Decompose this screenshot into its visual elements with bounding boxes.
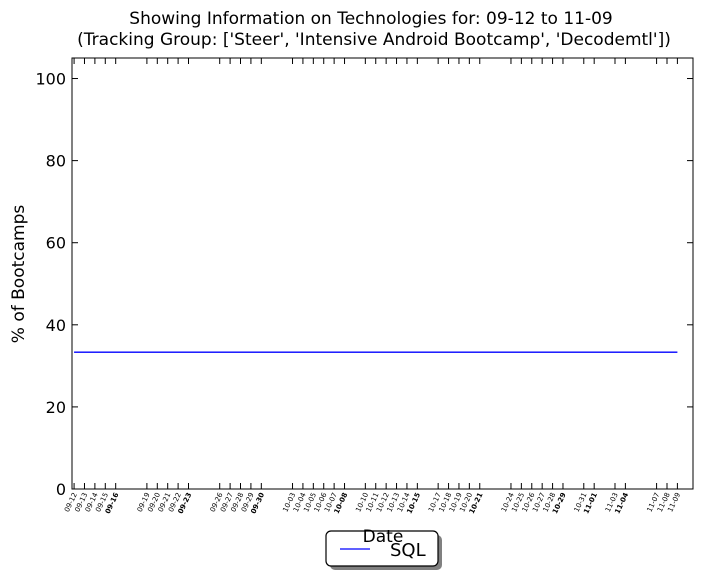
legend: SQL [325, 530, 442, 570]
chart-subtitle: (Tracking Group: ['Steer', 'Intensive An… [77, 30, 671, 50]
ytick-label: 0 [56, 480, 66, 499]
ytick-label: 80 [46, 152, 66, 171]
legend-label-sql: SQL [390, 540, 426, 561]
x-axis-label: Date [363, 527, 404, 547]
ytick-label: 20 [46, 398, 66, 417]
ytick-label: 60 [46, 234, 66, 253]
y-axis-label: % of Bootcamps [9, 205, 29, 344]
plot-frame [71, 57, 694, 490]
chart-title: Showing Information on Technologies for:… [129, 9, 612, 29]
ytick-label: 40 [46, 316, 66, 335]
legend-box [325, 530, 439, 567]
ytick-label: 100 [35, 70, 66, 89]
